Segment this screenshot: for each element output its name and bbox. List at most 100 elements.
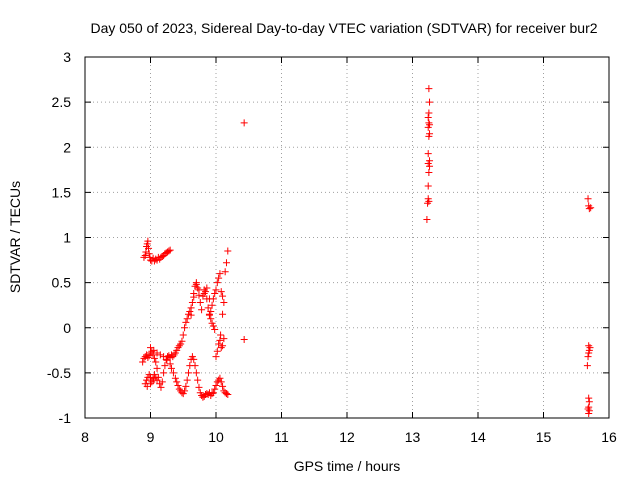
chart-title: Day 050 of 2023, Sidereal Day-to-day VTE… bbox=[90, 20, 597, 36]
data-point bbox=[219, 342, 227, 350]
data-point bbox=[173, 378, 181, 386]
y-tick-label: 3 bbox=[63, 49, 71, 65]
data-point bbox=[156, 351, 164, 359]
data-point bbox=[222, 390, 230, 398]
data-point bbox=[221, 268, 229, 276]
data-point bbox=[191, 362, 199, 370]
data-point bbox=[585, 409, 593, 417]
data-point bbox=[175, 342, 183, 350]
data-point bbox=[196, 298, 204, 306]
data-point bbox=[224, 247, 232, 255]
data-point bbox=[165, 247, 173, 255]
data-point bbox=[153, 349, 161, 357]
data-point bbox=[220, 298, 228, 306]
data-point bbox=[216, 270, 224, 278]
data-point bbox=[587, 204, 595, 212]
data-point bbox=[174, 344, 182, 352]
data-point bbox=[583, 362, 591, 370]
data-point bbox=[426, 121, 434, 129]
x-tick-labels: 8 9 10 11 12 13 14 15 16 bbox=[81, 429, 617, 445]
data-point bbox=[215, 340, 223, 348]
data-point bbox=[586, 344, 594, 352]
data-point bbox=[145, 250, 153, 258]
data-point bbox=[183, 315, 191, 323]
x-tick-label: 13 bbox=[405, 429, 421, 445]
data-point bbox=[167, 364, 175, 372]
data-point bbox=[203, 284, 211, 292]
x-tick-label: 15 bbox=[536, 429, 552, 445]
data-point bbox=[224, 391, 232, 399]
data-point bbox=[182, 382, 190, 390]
x-tick-label: 9 bbox=[147, 429, 155, 445]
data-point bbox=[157, 383, 165, 391]
data-point bbox=[182, 318, 190, 326]
data-point bbox=[198, 306, 206, 314]
data-point bbox=[150, 354, 158, 362]
x-tick-label: 16 bbox=[601, 429, 617, 445]
data-point bbox=[216, 374, 224, 382]
data-point bbox=[212, 286, 220, 294]
plot-border bbox=[84, 56, 610, 419]
data-point bbox=[169, 369, 177, 377]
data-point bbox=[147, 380, 154, 388]
data-point bbox=[212, 382, 220, 390]
data-point bbox=[202, 288, 210, 296]
data-point bbox=[211, 289, 219, 297]
data-point bbox=[187, 311, 195, 319]
data-point bbox=[174, 382, 182, 390]
data-point bbox=[584, 353, 592, 361]
data-point bbox=[425, 169, 433, 177]
data-point bbox=[140, 354, 148, 362]
data-point bbox=[216, 336, 224, 344]
data-point bbox=[190, 293, 198, 301]
data-point bbox=[150, 376, 158, 384]
y-tick-labels: -1 -0.5 0 0.5 1 1.5 2 2.5 3 bbox=[47, 49, 71, 426]
data-point bbox=[152, 358, 160, 366]
data-point bbox=[207, 308, 215, 316]
data-point bbox=[144, 237, 152, 245]
data-point bbox=[184, 369, 192, 377]
data-point bbox=[585, 403, 593, 411]
data-point bbox=[219, 292, 227, 300]
data-point bbox=[192, 369, 200, 377]
data-point bbox=[160, 369, 168, 377]
data-point bbox=[169, 353, 177, 361]
data-point bbox=[425, 119, 433, 127]
data-point bbox=[213, 279, 221, 287]
data-point bbox=[240, 335, 248, 343]
data-point bbox=[424, 150, 432, 158]
data-point bbox=[585, 349, 593, 357]
data-point bbox=[194, 284, 202, 292]
data-point bbox=[158, 378, 166, 386]
data-point bbox=[204, 304, 212, 312]
data-point bbox=[139, 358, 147, 366]
data-point bbox=[211, 326, 219, 334]
data-point bbox=[585, 398, 593, 406]
data-point bbox=[166, 360, 174, 368]
data-point bbox=[170, 351, 178, 359]
x-tick-label: 8 bbox=[81, 429, 89, 445]
data-point bbox=[141, 252, 149, 260]
data-point bbox=[219, 382, 227, 390]
x-tick-label: 11 bbox=[274, 429, 289, 445]
data-point bbox=[423, 215, 431, 223]
data-point bbox=[424, 113, 432, 121]
data-point bbox=[585, 205, 593, 213]
y-tick-label: 1 bbox=[63, 230, 71, 246]
data-point bbox=[149, 351, 157, 359]
data-point bbox=[145, 244, 153, 252]
data-point bbox=[194, 376, 202, 384]
data-point bbox=[142, 248, 150, 256]
data-point bbox=[426, 157, 434, 165]
data-point bbox=[175, 385, 183, 393]
data-point bbox=[425, 85, 433, 93]
data-point bbox=[160, 353, 168, 361]
data-point bbox=[190, 355, 198, 363]
data-points bbox=[139, 85, 595, 417]
data-point bbox=[217, 288, 225, 296]
data-point bbox=[584, 195, 592, 203]
y-tick-label: 2 bbox=[63, 139, 71, 155]
data-point bbox=[166, 246, 174, 254]
data-point bbox=[219, 310, 227, 318]
